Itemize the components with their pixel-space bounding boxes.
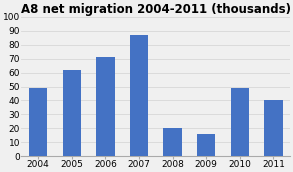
- Bar: [197, 134, 215, 156]
- Title: A8 net migration 2004-2011 (thousands): A8 net migration 2004-2011 (thousands): [21, 3, 291, 16]
- Bar: [163, 128, 182, 156]
- Bar: [29, 88, 47, 156]
- Bar: [96, 57, 115, 156]
- Bar: [130, 35, 148, 156]
- Bar: [231, 88, 249, 156]
- Bar: [264, 100, 283, 156]
- Bar: [63, 70, 81, 156]
